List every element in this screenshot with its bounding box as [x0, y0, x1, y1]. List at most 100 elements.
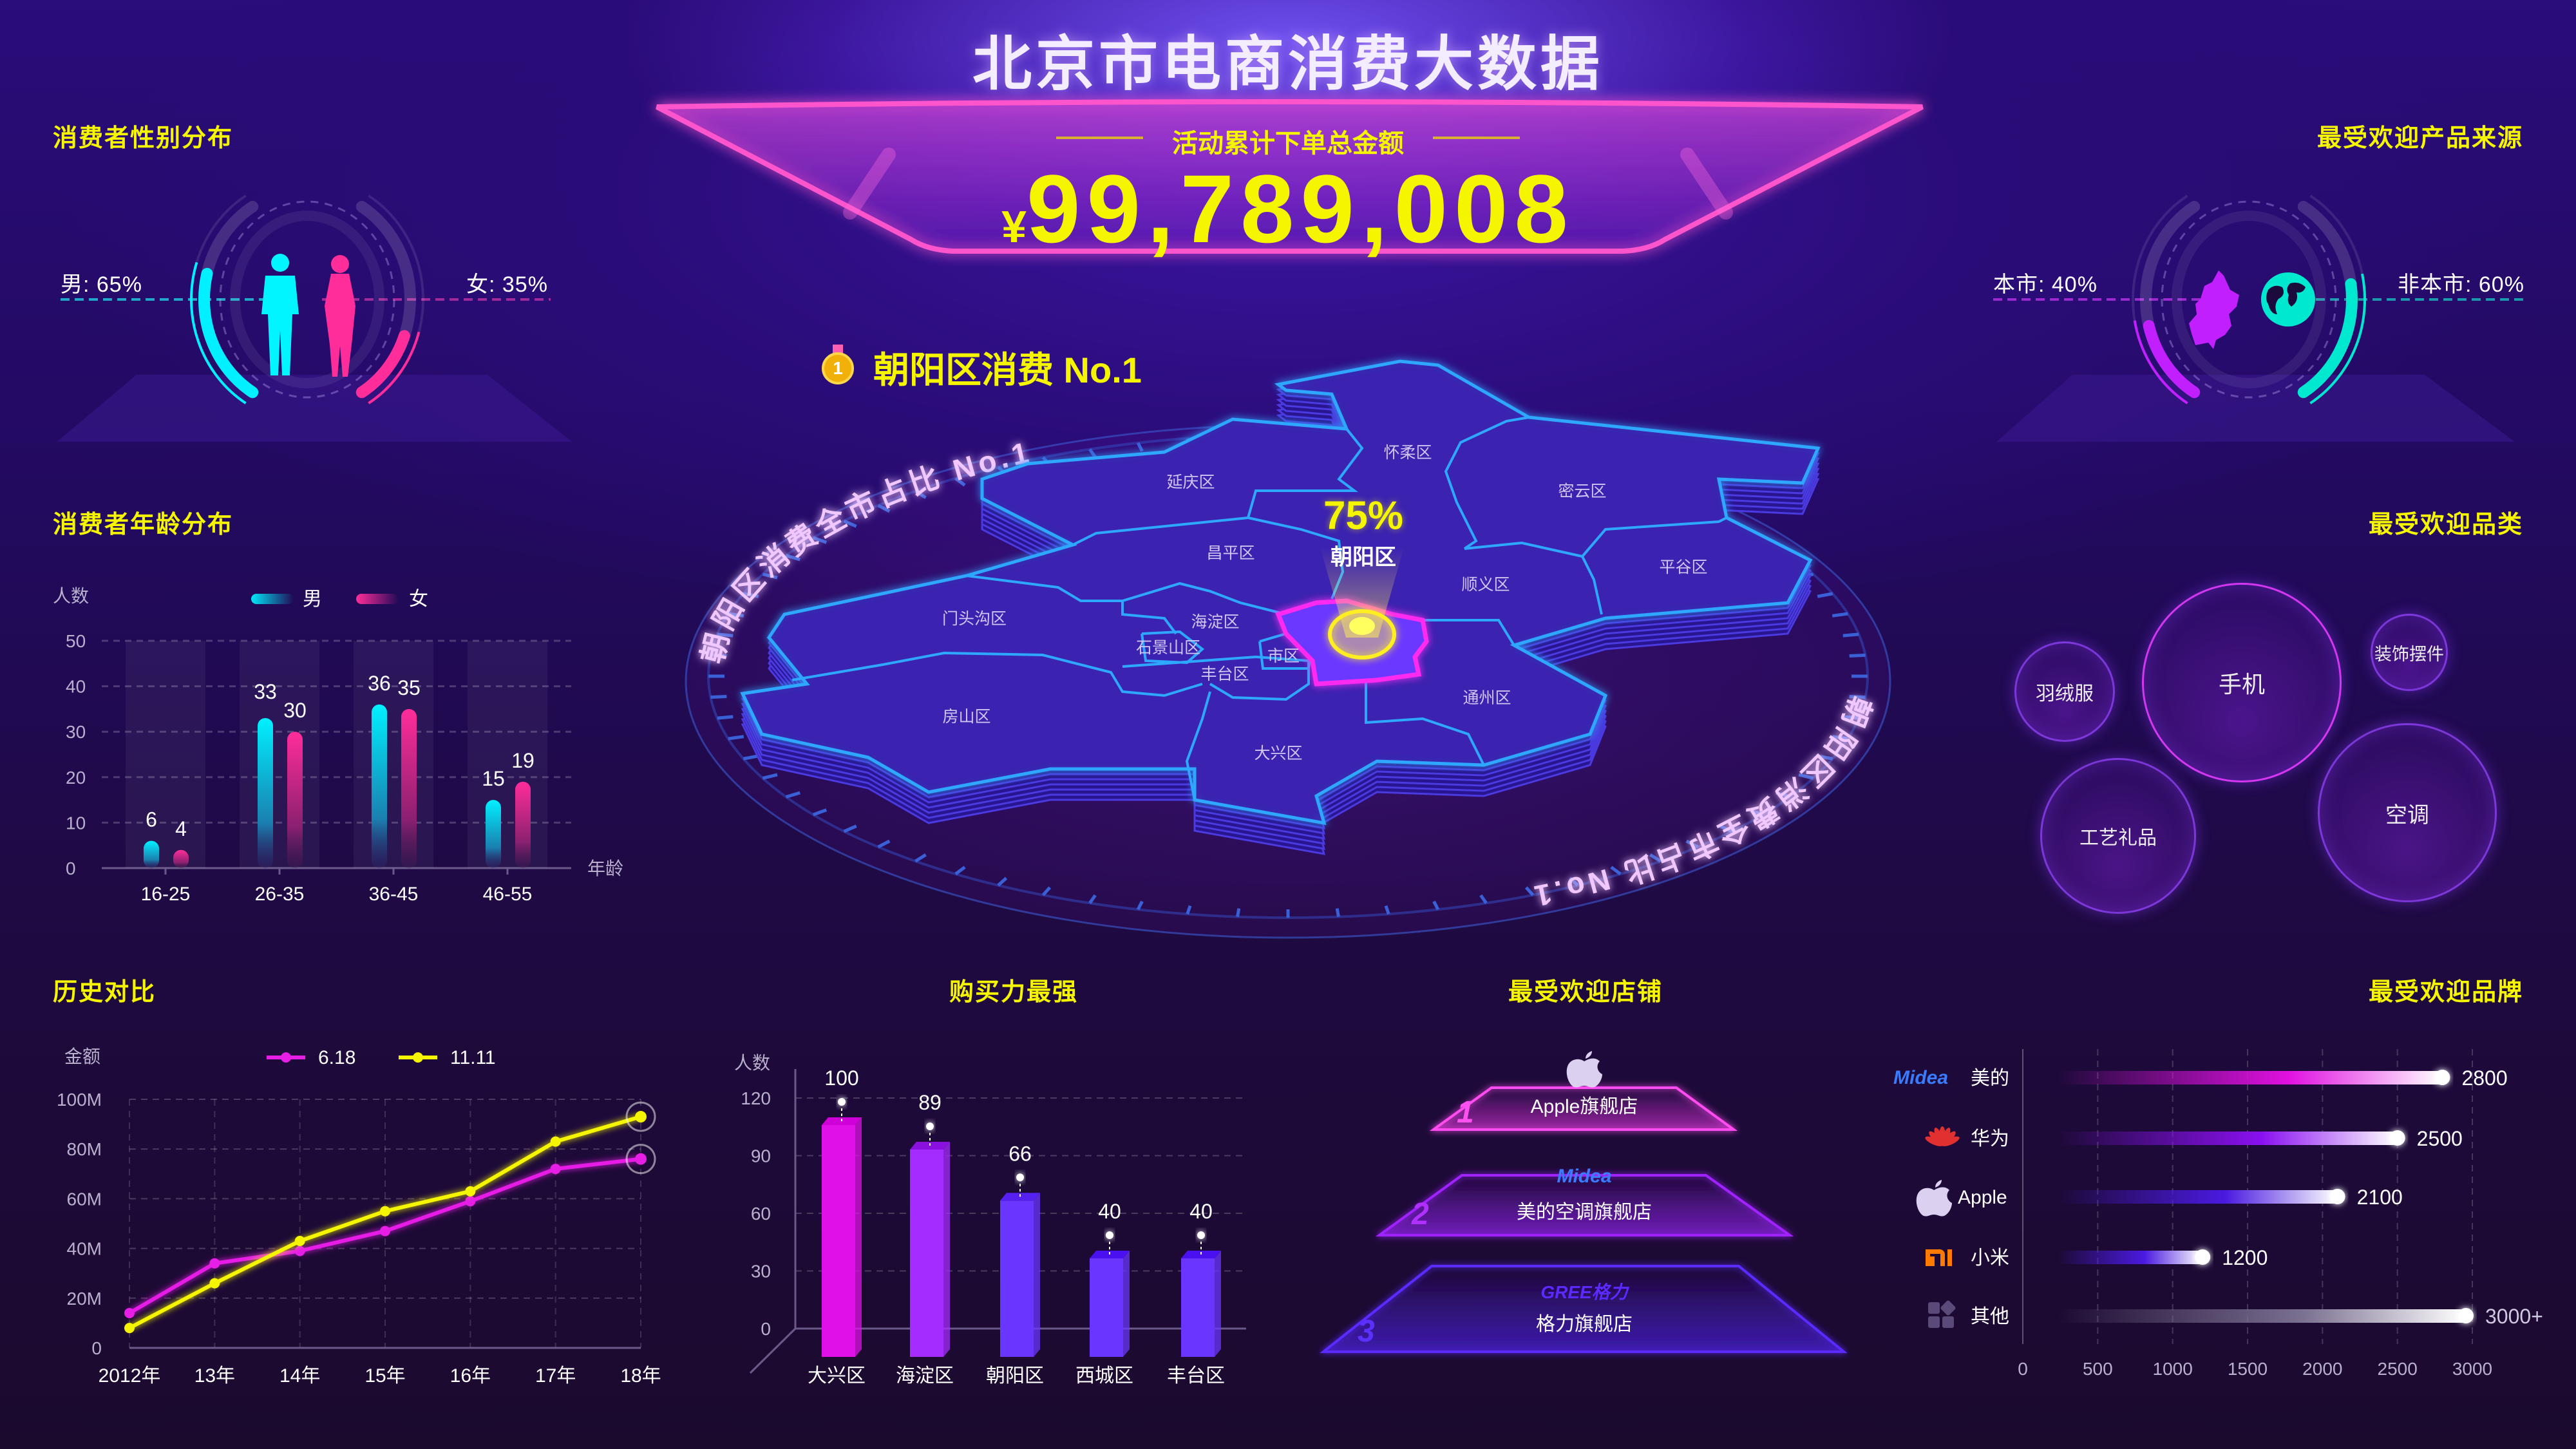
ring-tick: [1776, 791, 1791, 799]
district-label[interactable]: 平谷区: [1659, 558, 1708, 576]
bar-value-label: 4: [175, 817, 187, 840]
brand-bar-end: [2195, 1249, 2211, 1265]
endpoint-halo: [625, 1101, 656, 1132]
other-grid-icon: [1928, 1300, 1956, 1328]
bar-front: [910, 1149, 943, 1357]
male-percent-label: 男: 65%: [61, 272, 142, 297]
brand-bar: [2058, 1309, 2466, 1323]
medal-icon: 1: [822, 345, 854, 386]
bar-value-label: 40: [1098, 1200, 1121, 1223]
x-tick-label: 36-45: [369, 884, 419, 905]
district-label[interactable]: 延庆区: [1166, 473, 1215, 491]
x-tick-label: 西城区: [1075, 1365, 1133, 1387]
x-tick-label: 26-35: [255, 884, 305, 905]
ring-tick: [762, 773, 778, 780]
y-tick-label: 40: [66, 677, 86, 697]
bar-side: [1215, 1251, 1221, 1357]
x-tick-label: 1500: [2228, 1359, 2268, 1379]
huawei-logo-icon: [1925, 1126, 1960, 1146]
district-label[interactable]: 丰台区: [1200, 665, 1249, 683]
female-silhouette-icon: [325, 255, 355, 377]
category-bubble-down-jacket[interactable]: 羽绒服: [2014, 641, 2115, 742]
data-point: [635, 1153, 647, 1165]
brand-name: 其他: [1971, 1306, 2009, 1327]
globe-icon: [2261, 272, 2315, 327]
beijing-map-icon: [2189, 270, 2239, 349]
district-label[interactable]: 密云区: [1558, 482, 1607, 500]
x-tick-label: 16年: [450, 1365, 491, 1387]
district-boundary: [1444, 416, 1530, 550]
district-label[interactable]: 顺义区: [1461, 576, 1510, 594]
category-label: 工艺礼品: [2079, 828, 2157, 849]
value-dot: [1197, 1231, 1205, 1239]
legend-label: 6.18: [318, 1047, 355, 1068]
ring-tick: [1041, 886, 1052, 896]
x-tick-label: 海淀区: [896, 1365, 954, 1387]
female-bar: [515, 781, 531, 868]
ring-tick: [1842, 632, 1859, 638]
ring-tick: [914, 853, 927, 863]
district-label[interactable]: 海淀区: [1191, 613, 1240, 631]
male-silhouette-icon: [261, 254, 299, 375]
store-tier-2: [1375, 1174, 1794, 1236]
ring-tick: [1610, 866, 1622, 876]
district-label[interactable]: 石景山区: [1135, 639, 1201, 657]
district-label[interactable]: 通州区: [1463, 689, 1511, 707]
female-bar: [287, 732, 303, 868]
district-label[interactable]: 房山区: [942, 708, 991, 726]
data-point: [209, 1278, 220, 1289]
ring-tick: [717, 632, 734, 638]
data-point: [294, 1245, 305, 1256]
data-point: [550, 1136, 561, 1147]
store-name-1[interactable]: Apple旗舰店: [1530, 1096, 1638, 1117]
highlight-district-label: 朝阳区: [1331, 545, 1396, 570]
purchase-section-title: 购买力最强: [949, 979, 1078, 1006]
district-boundary: [1423, 619, 1515, 647]
category-bubble-air-conditioner[interactable]: 空调: [2318, 723, 2497, 902]
district-label[interactable]: 门头沟区: [942, 610, 1007, 628]
legend-swatch-male: [251, 594, 294, 604]
y-tick-label: 120: [741, 1088, 771, 1108]
value-dot: [1106, 1231, 1113, 1239]
x-tick-label: 15年: [365, 1365, 405, 1387]
x-tick-label: 46-55: [483, 884, 533, 905]
district-label[interactable]: 昌平区: [1206, 544, 1255, 562]
legend-swatch-female: [356, 594, 399, 604]
ring-tick: [1649, 853, 1662, 863]
midea-logo: Midea: [1893, 1067, 1948, 1088]
district-label[interactable]: 大兴区: [1254, 744, 1303, 762]
highlight-percent: 75%: [1323, 493, 1404, 538]
data-point: [550, 1164, 561, 1175]
age-section-title: 消费者年龄分布: [53, 511, 234, 538]
district-label[interactable]: 怀柔区: [1383, 444, 1432, 462]
bar-side: [855, 1117, 862, 1357]
bar-value-label: 33: [254, 680, 277, 703]
map-land: [740, 359, 1821, 826]
store-tier-3: [1320, 1265, 1848, 1353]
legend-label-female: 女: [409, 589, 428, 610]
value-dot: [1016, 1173, 1024, 1182]
store-name-3[interactable]: 格力旗舰店: [1536, 1314, 1633, 1335]
x-tick-label: 500: [2083, 1359, 2113, 1379]
value-dot: [926, 1122, 934, 1130]
beacon-core: [1349, 617, 1375, 635]
legend-label: 11.11: [450, 1047, 496, 1068]
category-bubble-phone[interactable]: 手机: [2142, 583, 2342, 782]
data-point: [465, 1196, 476, 1207]
bar-front: [1000, 1200, 1034, 1357]
x-tick-label: 13年: [194, 1365, 235, 1387]
store-rank-1: 1: [1457, 1095, 1474, 1130]
midea-logo: Midea: [1557, 1166, 1612, 1187]
category-bubble-crafts[interactable]: 工艺礼品: [2040, 758, 2196, 914]
male-bar: [486, 800, 501, 868]
ring-tick: [954, 477, 966, 487]
brand-bar: [2058, 1132, 2398, 1145]
district-boundary: [1185, 691, 1211, 800]
bar-side: [943, 1141, 950, 1357]
district-label[interactable]: 市区: [1267, 647, 1300, 665]
category-bubble-decor[interactable]: 装饰摆件: [2371, 614, 2448, 691]
gree-logo: GREE格力: [1540, 1282, 1628, 1302]
y-tick-label: 100M: [57, 1090, 102, 1110]
store-name-2[interactable]: 美的空调旗舰店: [1517, 1202, 1652, 1223]
brand-bar: [2058, 1071, 2443, 1084]
